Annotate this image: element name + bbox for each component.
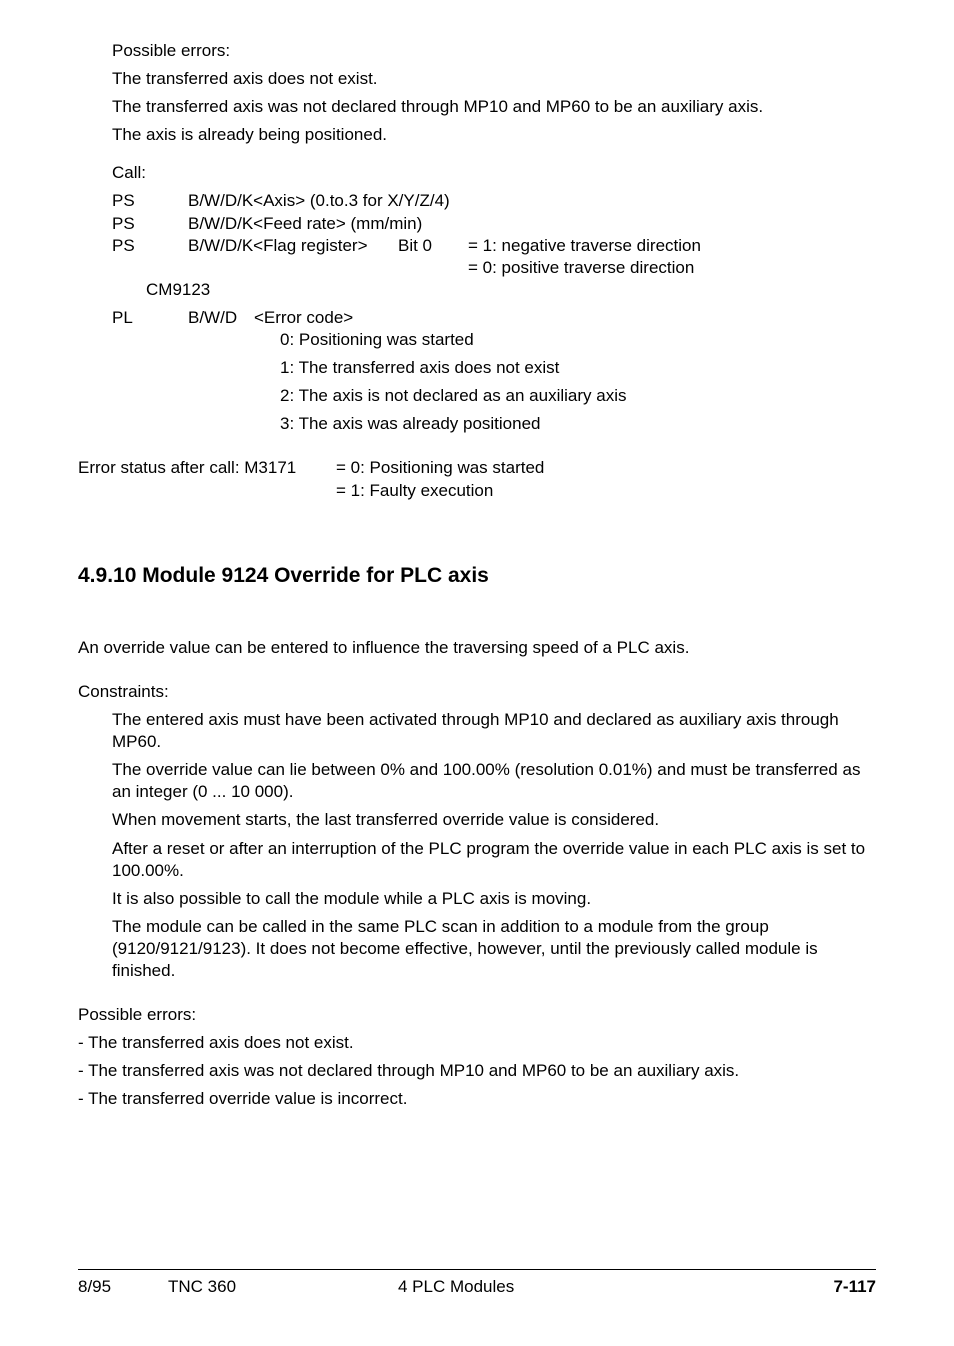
call-col3: B/W/D/K<Axis> (0.to.3 for X/Y/Z/4) <box>188 190 876 212</box>
call-block: Call: PS B/W/D/K<Axis> (0.to.3 for X/Y/Z… <box>78 162 876 501</box>
error-line: The axis is already being positioned. <box>78 124 876 146</box>
error-line: - The transferred axis does not exist. <box>78 1032 876 1054</box>
call-col1: PS <box>112 213 188 235</box>
footer-section: 4 PLC Modules <box>398 1276 833 1298</box>
call-bit-desc: = 1: negative traverse direction <box>468 235 701 257</box>
call-col2: B/W/D <box>188 307 254 329</box>
call-flag-reg: B/W/D/K<Flag register> <box>188 235 398 257</box>
error-status-label: Error status after call: M3171 <box>78 457 336 479</box>
page: Possible errors: The transferred axis do… <box>0 0 954 1346</box>
error-line: - The transferred axis was not declared … <box>78 1060 876 1082</box>
section-heading: 4.9.10 Module 9124 Override for PLC axis <box>78 562 876 589</box>
constraint-item: The module can be called in the same PLC… <box>78 916 876 982</box>
footer-model: TNC 360 <box>168 1276 398 1298</box>
constraint-item: When movement starts, the last transferr… <box>78 809 876 831</box>
error-code-line: 3: The axis was already positioned <box>78 413 876 435</box>
footer-rule <box>78 1269 876 1270</box>
intro-paragraph: An override value can be entered to infl… <box>78 637 876 659</box>
call-row: PS B/W/D/K<Flag register> Bit 0 = 1: neg… <box>78 235 876 257</box>
call-bit: Bit 0 <box>398 235 468 257</box>
error-status-row: = 1: Faulty execution <box>78 480 876 502</box>
call-cm: CM9123 <box>78 279 876 301</box>
call-col3: B/W/D/K<Feed rate> (mm/min) <box>188 213 876 235</box>
call-row: PL B/W/D <Error code> <box>78 307 876 329</box>
error-status-value: = 1: Faulty execution <box>336 480 493 502</box>
call-row: PS B/W/D/K<Feed rate> (mm/min) <box>78 213 876 235</box>
constraints-label: Constraints: <box>78 681 876 703</box>
call-col1: PL <box>112 307 188 329</box>
error-line: The transferred axis was not declared th… <box>78 96 876 118</box>
call-col3: <Error code> <box>254 307 353 329</box>
error-line: The transferred axis does not exist. <box>78 68 876 90</box>
call-row: = 0: positive traverse direction <box>78 257 876 279</box>
call-col1: PS <box>112 190 188 212</box>
possible-errors-label: Possible errors: <box>78 1004 876 1026</box>
constraint-item: After a reset or after an interruption o… <box>78 838 876 882</box>
error-code-line: 0: Positioning was started <box>78 329 876 351</box>
possible-errors-label: Possible errors: <box>78 40 876 62</box>
error-status-value: = 0: Positioning was started <box>336 457 544 479</box>
footer-date: 8/95 <box>78 1276 168 1298</box>
call-col1: PS <box>112 235 188 257</box>
constraint-item: The entered axis must have been activate… <box>78 709 876 753</box>
possible-errors-block: Possible errors: The transferred axis do… <box>78 40 876 146</box>
footer-page-number: 7-117 <box>833 1276 876 1298</box>
error-code-line: 1: The transferred axis does not exist <box>78 357 876 379</box>
call-bit-desc: = 0: positive traverse direction <box>468 257 694 279</box>
call-row: PS B/W/D/K<Axis> (0.to.3 for X/Y/Z/4) <box>78 190 876 212</box>
error-status-row: Error status after call: M3171 = 0: Posi… <box>78 457 876 479</box>
call-label: Call: <box>78 162 876 184</box>
page-footer: 8/95 TNC 360 4 PLC Modules 7-117 <box>78 1269 876 1298</box>
constraint-item: The override value can lie between 0% an… <box>78 759 876 803</box>
error-code-line: 2: The axis is not declared as an auxili… <box>78 385 876 407</box>
error-line: - The transferred override value is inco… <box>78 1088 876 1110</box>
footer-row: 8/95 TNC 360 4 PLC Modules 7-117 <box>78 1276 876 1298</box>
constraint-item: It is also possible to call the module w… <box>78 888 876 910</box>
